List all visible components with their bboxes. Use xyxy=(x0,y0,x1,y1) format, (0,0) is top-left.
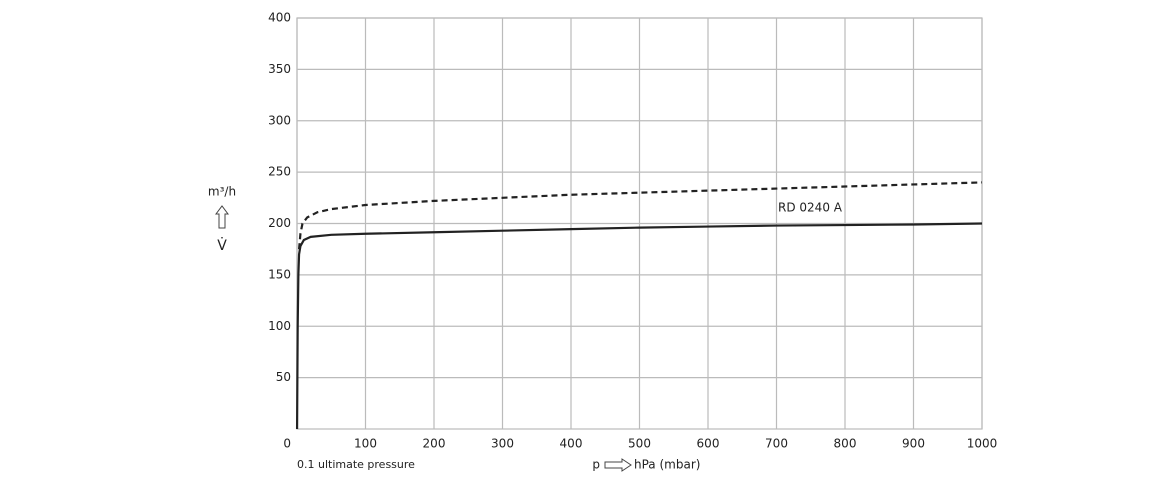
x-tick-label: 700 xyxy=(765,437,788,451)
y-tick-label: 300 xyxy=(268,113,291,127)
x-tick-label: 500 xyxy=(628,437,651,451)
y-axis-label: m³/h xyxy=(208,185,236,199)
x-axis-label: hPa (mbar) xyxy=(634,458,700,472)
y-tick-label: 200 xyxy=(268,216,291,230)
x-tick-label: 200 xyxy=(423,437,446,451)
y-tick-label: 50 xyxy=(276,370,291,384)
y-tick-label: 350 xyxy=(268,62,291,76)
x-tick-label: 0 xyxy=(283,437,291,451)
x-tick-label: 100 xyxy=(354,437,377,451)
y-tick-label: 100 xyxy=(268,319,291,333)
y-tick-label: 400 xyxy=(268,11,291,25)
x-tick-label: 900 xyxy=(902,437,925,451)
x-tick-label: 600 xyxy=(697,437,720,451)
x-tick-label: 1000 xyxy=(967,437,998,451)
y-axis-symbol: V̇ xyxy=(217,237,227,254)
up-arrow xyxy=(215,205,229,229)
right-arrow xyxy=(604,458,632,472)
annotation: RD 0240 A xyxy=(778,201,843,215)
series-line xyxy=(297,181,983,250)
x-tick-label: 400 xyxy=(560,437,583,451)
x-tick-label: 800 xyxy=(834,437,857,451)
y-tick-label: 150 xyxy=(268,267,291,281)
series-line xyxy=(295,222,983,430)
x-axis-note: 0.1 ultimate pressure xyxy=(297,458,415,471)
x-axis-symbol: p xyxy=(592,458,600,472)
x-tick-label: 300 xyxy=(491,437,514,451)
y-tick-label: 250 xyxy=(268,165,291,179)
